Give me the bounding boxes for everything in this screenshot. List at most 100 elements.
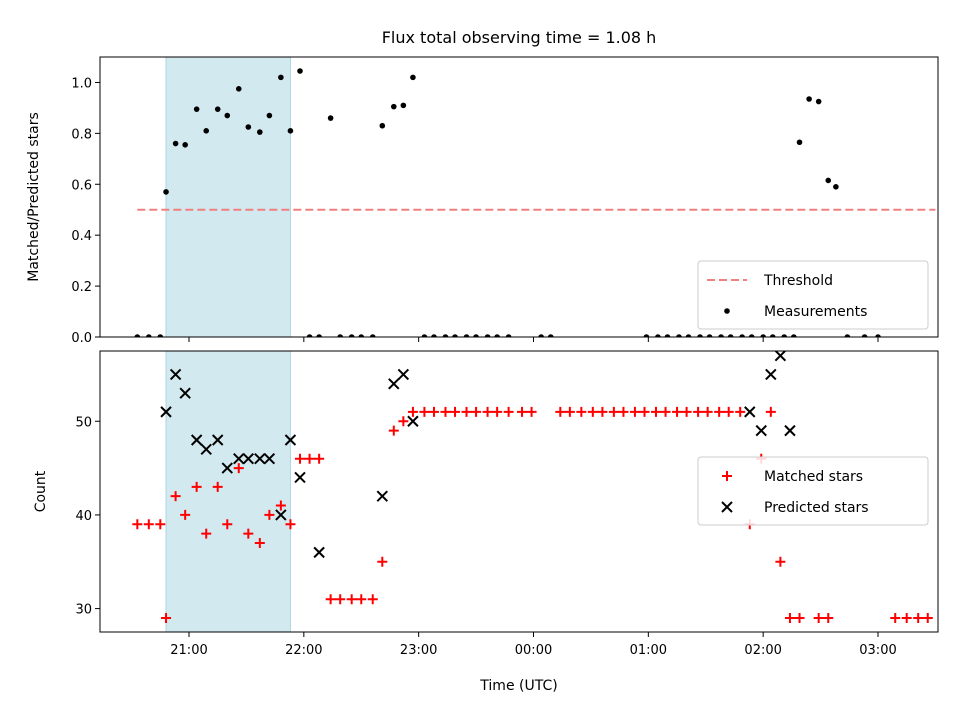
data-point <box>706 334 713 337</box>
data-point <box>170 491 181 502</box>
data-point <box>940 334 946 340</box>
y-axis-label: Count <box>33 470 49 512</box>
data-point <box>517 406 528 417</box>
data-point <box>233 463 244 474</box>
data-point <box>266 112 273 119</box>
data-point <box>348 334 355 337</box>
data-point <box>774 351 787 362</box>
data-point <box>664 334 671 337</box>
data-point <box>294 471 306 484</box>
panel-2: 30 40 50 21:00 22:00 23:00 00:00 01:00 02:00 03:0… <box>33 350 960 694</box>
data-point <box>275 500 286 511</box>
data-point <box>235 86 242 92</box>
x-tick-label: 23:00 <box>400 643 437 658</box>
data-point <box>180 509 191 520</box>
data-point <box>314 453 325 464</box>
data-point <box>735 406 746 417</box>
data-point <box>547 334 554 337</box>
data-point <box>555 406 566 417</box>
plot-area <box>132 351 960 632</box>
data-point <box>790 334 797 337</box>
data-point <box>379 122 386 129</box>
data-point <box>950 334 956 340</box>
data-point <box>397 368 410 381</box>
data-point <box>304 453 315 464</box>
data-point <box>263 453 276 465</box>
data-point <box>376 490 389 502</box>
data-point <box>794 612 805 623</box>
data-point <box>287 128 294 134</box>
y-tick-label: 30 <box>75 603 92 618</box>
x-tick-label: 21:00 <box>170 643 207 658</box>
data-point <box>650 406 661 417</box>
data-point <box>875 334 881 337</box>
data-point <box>285 519 296 530</box>
y-axis-label: Matched/Predicted stars <box>26 112 42 282</box>
data-point <box>264 509 275 520</box>
data-point <box>503 406 514 417</box>
data-point <box>284 434 297 446</box>
x-tick-label: 01:00 <box>630 643 667 658</box>
data-point <box>463 334 470 337</box>
data-point <box>346 594 357 605</box>
data-point <box>377 556 388 567</box>
data-point <box>163 189 169 195</box>
data-point <box>203 128 210 134</box>
data-point <box>337 334 343 337</box>
data-point <box>775 556 786 567</box>
data-point <box>564 406 575 417</box>
x-tick-label: 22:00 <box>285 643 322 658</box>
data-point <box>212 434 224 446</box>
data-point <box>744 406 756 418</box>
y-tick-label: 0.6 <box>71 178 92 193</box>
data-point <box>608 406 619 417</box>
data-point <box>813 612 824 623</box>
data-point <box>257 129 263 135</box>
legend-box <box>697 456 929 526</box>
y-tick-label: 0.8 <box>71 127 92 142</box>
data-point <box>410 74 416 81</box>
data-point <box>388 425 399 436</box>
data-point <box>901 612 912 623</box>
legend-label: Measurements <box>764 304 867 320</box>
data-point <box>243 528 254 539</box>
data-point <box>212 481 223 492</box>
data-point <box>193 106 200 112</box>
data-point <box>890 612 901 623</box>
data-point <box>172 140 179 147</box>
legend-label: Matched stars <box>764 469 863 485</box>
data-point <box>440 406 451 417</box>
data-point <box>748 334 755 337</box>
data-point <box>681 406 692 417</box>
data-point <box>398 416 409 427</box>
observing-interval-shade <box>165 57 291 337</box>
data-point <box>214 106 221 112</box>
y-tick-label: 1.0 <box>71 76 92 91</box>
data-point <box>325 594 336 605</box>
data-point <box>335 594 346 605</box>
data-point <box>913 612 924 623</box>
data-point <box>861 334 868 337</box>
data-point <box>367 594 378 605</box>
y-tick-label: 0.0 <box>71 331 92 346</box>
data-point <box>760 334 766 337</box>
data-point <box>316 334 322 337</box>
legend-marker <box>722 471 732 481</box>
data-point <box>179 387 191 399</box>
data-point <box>597 406 608 417</box>
data-point <box>676 334 682 337</box>
chart-title: Flux total observing time = 1.08 h <box>382 28 657 47</box>
data-point <box>155 519 166 530</box>
observing-interval-shade <box>165 351 291 632</box>
data-point <box>806 96 812 102</box>
data-point <box>714 406 725 417</box>
data-point <box>953 613 960 623</box>
y-tick-label: 40 <box>75 509 92 524</box>
data-point <box>421 334 428 337</box>
data-point <box>369 334 376 337</box>
x-tick-label: 00:00 <box>515 643 552 658</box>
data-point <box>191 481 202 492</box>
data-point <box>587 406 598 417</box>
legend-marker <box>721 501 733 513</box>
